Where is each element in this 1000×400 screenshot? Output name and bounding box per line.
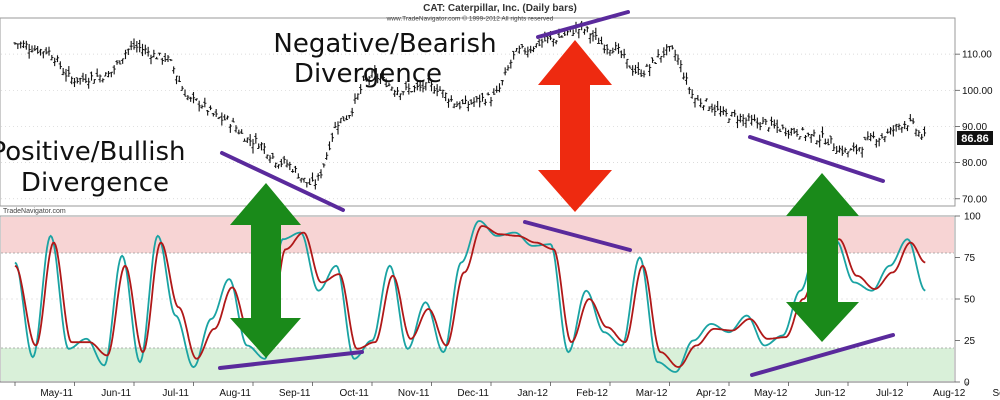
stoch-tick-label: 100 <box>964 212 981 223</box>
month-label: Jun-12 <box>815 388 846 399</box>
watermark-text: TradeNavigator.com <box>3 208 66 215</box>
month-label: May-12 <box>754 388 788 399</box>
chart-title: CAT: Caterpillar, Inc. (Daily bars) <box>423 3 577 14</box>
stoch-tick-label: 25 <box>964 336 976 347</box>
stoch-tick-label: 75 <box>964 253 976 264</box>
month-label: Sep-11 <box>279 388 311 399</box>
trendlines <box>218 10 895 377</box>
stochastic-lines <box>14 220 926 373</box>
month-label: Apr-12 <box>696 388 726 399</box>
month-label: Feb-12 <box>576 388 608 399</box>
trendline-bearish-stoch <box>523 220 632 252</box>
bearish-label-line2: Divergence <box>294 59 442 89</box>
bullish-double-arrow-aug11 <box>230 183 301 358</box>
bullish-double-arrow-jun12 <box>786 173 859 342</box>
copyright-text: www.TradeNavigator.com © 1999-2012 All r… <box>386 15 554 23</box>
price-panel <box>0 17 956 207</box>
bullish-label-line2: Divergence <box>21 168 169 198</box>
trendline-bullish-stoch-jun12 <box>750 333 895 377</box>
month-label: Aug-12 <box>933 388 966 399</box>
last-price-box <box>957 131 993 145</box>
price-bars <box>13 20 927 190</box>
bearish-double-arrow <box>538 40 612 212</box>
price-tick-label: 80.00 <box>962 158 987 169</box>
price-tick-label: 70.00 <box>962 194 987 205</box>
month-label: May-11 <box>40 388 73 399</box>
month-label: Dec-11 <box>457 388 489 399</box>
stoch-k-line <box>14 220 926 373</box>
month-label: Jul-11 <box>162 388 189 399</box>
month-label: Nov-11 <box>398 388 430 399</box>
bearish-label-line1: Negative/Bearish <box>273 29 496 59</box>
price-tick-label: 90.00 <box>962 122 987 133</box>
bullish-label-line1: Positive/Bullish <box>0 137 186 167</box>
price-tick-label: 100.00 <box>962 86 993 97</box>
oversold-zone <box>1 348 954 381</box>
stoch-d-line <box>14 225 926 368</box>
trendline-bullish-price-jun12 <box>748 135 885 183</box>
axes: 70.0080.0090.00100.00110.000255075100May… <box>14 50 1000 399</box>
price-grid <box>1 53 954 200</box>
month-label: Aug-11 <box>219 388 251 399</box>
month-label: Jan-12 <box>517 388 548 399</box>
last-price-label: 86.86 <box>961 133 989 145</box>
month-label: Jul-12 <box>876 388 904 399</box>
trendline-bullish-price-aug11 <box>220 151 345 212</box>
trendline-bearish-price <box>536 10 630 39</box>
month-label: Jun-11 <box>101 388 131 399</box>
stoch-tick-label: 50 <box>964 295 976 306</box>
month-label: Oct-11 <box>340 388 370 399</box>
trendline-bullish-stoch-aug11 <box>218 350 364 370</box>
price-tick-label: 110.00 <box>962 50 992 61</box>
month-label: Mar-12 <box>636 388 668 399</box>
month-label: Sep-12 <box>993 388 1000 399</box>
